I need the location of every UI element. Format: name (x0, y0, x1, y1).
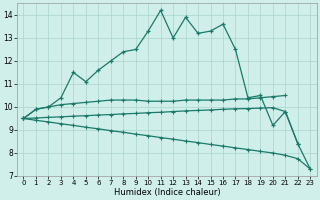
X-axis label: Humidex (Indice chaleur): Humidex (Indice chaleur) (114, 188, 220, 197)
